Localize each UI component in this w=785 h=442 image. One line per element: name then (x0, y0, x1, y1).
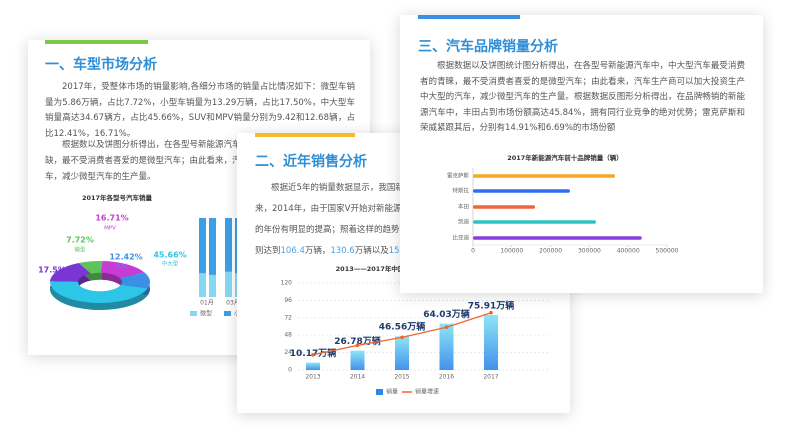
bar-value-label: 64.03万辆 (423, 308, 469, 320)
bar-value-label: 46.56万辆 (379, 321, 425, 333)
y-tick-label: 24 (284, 349, 292, 356)
line-point (444, 325, 449, 330)
y-tick-label: 0 (288, 367, 292, 374)
x-tick-label: 2015 (394, 374, 409, 381)
legend-swatch (190, 311, 197, 316)
bar-segment (209, 218, 216, 275)
pie-slice (78, 260, 103, 274)
highlight: 106.4 (280, 246, 305, 256)
text-line: 根据数以及饼图分析得出，在各型号新能源汽车中 (62, 140, 250, 150)
chart-title: 2017年新能源汽车前十品牌销量（辆） (507, 153, 623, 162)
bar-value-label: 26.78万辆 (334, 335, 380, 347)
x-tick-label: 2014 (350, 374, 365, 381)
y-tick-label: 48 (284, 332, 292, 339)
text-line: 的年份有明显的提高；照着这样的趋势，预计 (255, 225, 426, 235)
bar-segment (199, 273, 206, 297)
x-tick-label: 2013 (305, 374, 320, 381)
pie-chart: 2017年各型号汽车销量 7.72%微型 16.71% MPV 12.42% SUV 45.… (38, 193, 187, 311)
pie-slice (49, 281, 148, 304)
text-line: 根据近5年的销量数据显示，我国新能源 (271, 183, 421, 193)
card-brands: 三、汽车品牌销量分析 根据数据以及饼图统计图分析得出，在各型号新能源汽车中，中大… (400, 15, 763, 293)
text-line: 来，2014年，由于国家V开始对新能源经济 (255, 204, 419, 214)
y-tick-label: 雷克萨斯 (447, 172, 470, 180)
text: 万辆以及 (354, 246, 389, 256)
y-tick-label: 凯迪 (458, 218, 470, 226)
text-line: 车，减少微型汽车的生产量。 (45, 172, 156, 182)
bar (473, 174, 616, 178)
y-tick-label: 120 (281, 280, 293, 287)
pie-value-label: 45.66% (153, 251, 186, 260)
bar (306, 362, 320, 370)
card-title: 二、近年销售分析 (255, 154, 367, 170)
pie-value-label: 7.72% (66, 236, 94, 245)
pie-category-label: SUV (115, 264, 127, 270)
x-tick-label: 400000 (617, 248, 640, 255)
x-tick-label: 01月 (200, 300, 214, 307)
bar-segment (225, 218, 232, 272)
pie-category-label: 小型 (54, 275, 66, 283)
line-point (489, 310, 493, 315)
x-tick-label: 03月 (226, 300, 240, 307)
x-tick-label: 2017 (483, 374, 498, 381)
bar (473, 205, 536, 209)
legend-swatch (376, 389, 383, 395)
y-tick-label: 72 (284, 314, 292, 321)
legend-label: 微型 (200, 310, 212, 318)
pie-category-label: MPV (104, 226, 116, 232)
bar (473, 220, 596, 224)
text: 万辆， (304, 246, 331, 256)
pie-value-label: 17.5% (38, 266, 66, 275)
paragraph: 根据数据以及饼图统计图分析得出，在各型号新能源汽车中，中大型汽车最受消费者的青睐… (420, 61, 745, 133)
line-point (311, 352, 315, 357)
line-point (355, 343, 360, 348)
x-tick-label: 0 (471, 248, 475, 255)
bar (473, 189, 570, 193)
chart-title: 2013——2017年中国 (336, 264, 405, 273)
pie-slice (101, 261, 145, 278)
chart-title: 2017年各型号汽车销量 (82, 193, 153, 202)
line-point (400, 335, 404, 340)
bar-segment (225, 271, 232, 297)
paragraph: 2017年，受整体市场的销量影响,各细分市场的销量占比情况如下：微型车销量为5.… (45, 82, 355, 139)
card-title: 三、汽车品牌销量分析 (418, 39, 558, 55)
bar-segment (199, 218, 206, 274)
accent-bar (255, 133, 355, 137)
y-tick-label: 本田 (458, 203, 469, 211)
bar-value-label: 75.91万辆 (468, 299, 514, 311)
x-tick-label: 500000 (656, 248, 679, 255)
y-tick-label: 特斯拉 (452, 187, 469, 195)
accent-bar (418, 15, 520, 19)
highlight: 130.6 (330, 246, 355, 256)
y-tick-label: 96 (284, 297, 292, 304)
legend-label: 销量增速 (415, 388, 439, 396)
bar (350, 350, 365, 370)
pie-slice (119, 272, 151, 289)
accent-bar (45, 40, 148, 44)
text-line: 缺，最不受消费者喜爱的是微型汽车；由此看来，汽车生产 (45, 156, 267, 166)
legend-label: 销量 (386, 388, 398, 396)
text: 则达到 (255, 246, 281, 256)
bar-segment (209, 274, 216, 297)
bar (473, 236, 642, 240)
hbar-chart: 2017年新能源汽车前十品牌销量（辆） 0 100000 200000 300000 40… (447, 153, 679, 255)
bar (395, 336, 409, 370)
x-tick-label: 300000 (578, 248, 601, 255)
y-tick-label: 比亚迪 (452, 234, 469, 242)
bar (484, 314, 498, 370)
legend-swatch (224, 311, 231, 316)
pie-category-label: 微型 (74, 246, 86, 254)
x-tick-label: 2016 (439, 374, 454, 381)
bar (439, 323, 454, 370)
pie-category-label: 中大型 (162, 260, 179, 268)
card-title: 一、车型市场分析 (45, 57, 157, 73)
x-tick-label: 100000 (500, 248, 523, 255)
pie-slice (50, 262, 91, 282)
pie-value-label: 16.71% (95, 214, 128, 223)
pie-value-label: 12.42% (109, 253, 142, 262)
x-tick-label: 200000 (539, 248, 562, 255)
